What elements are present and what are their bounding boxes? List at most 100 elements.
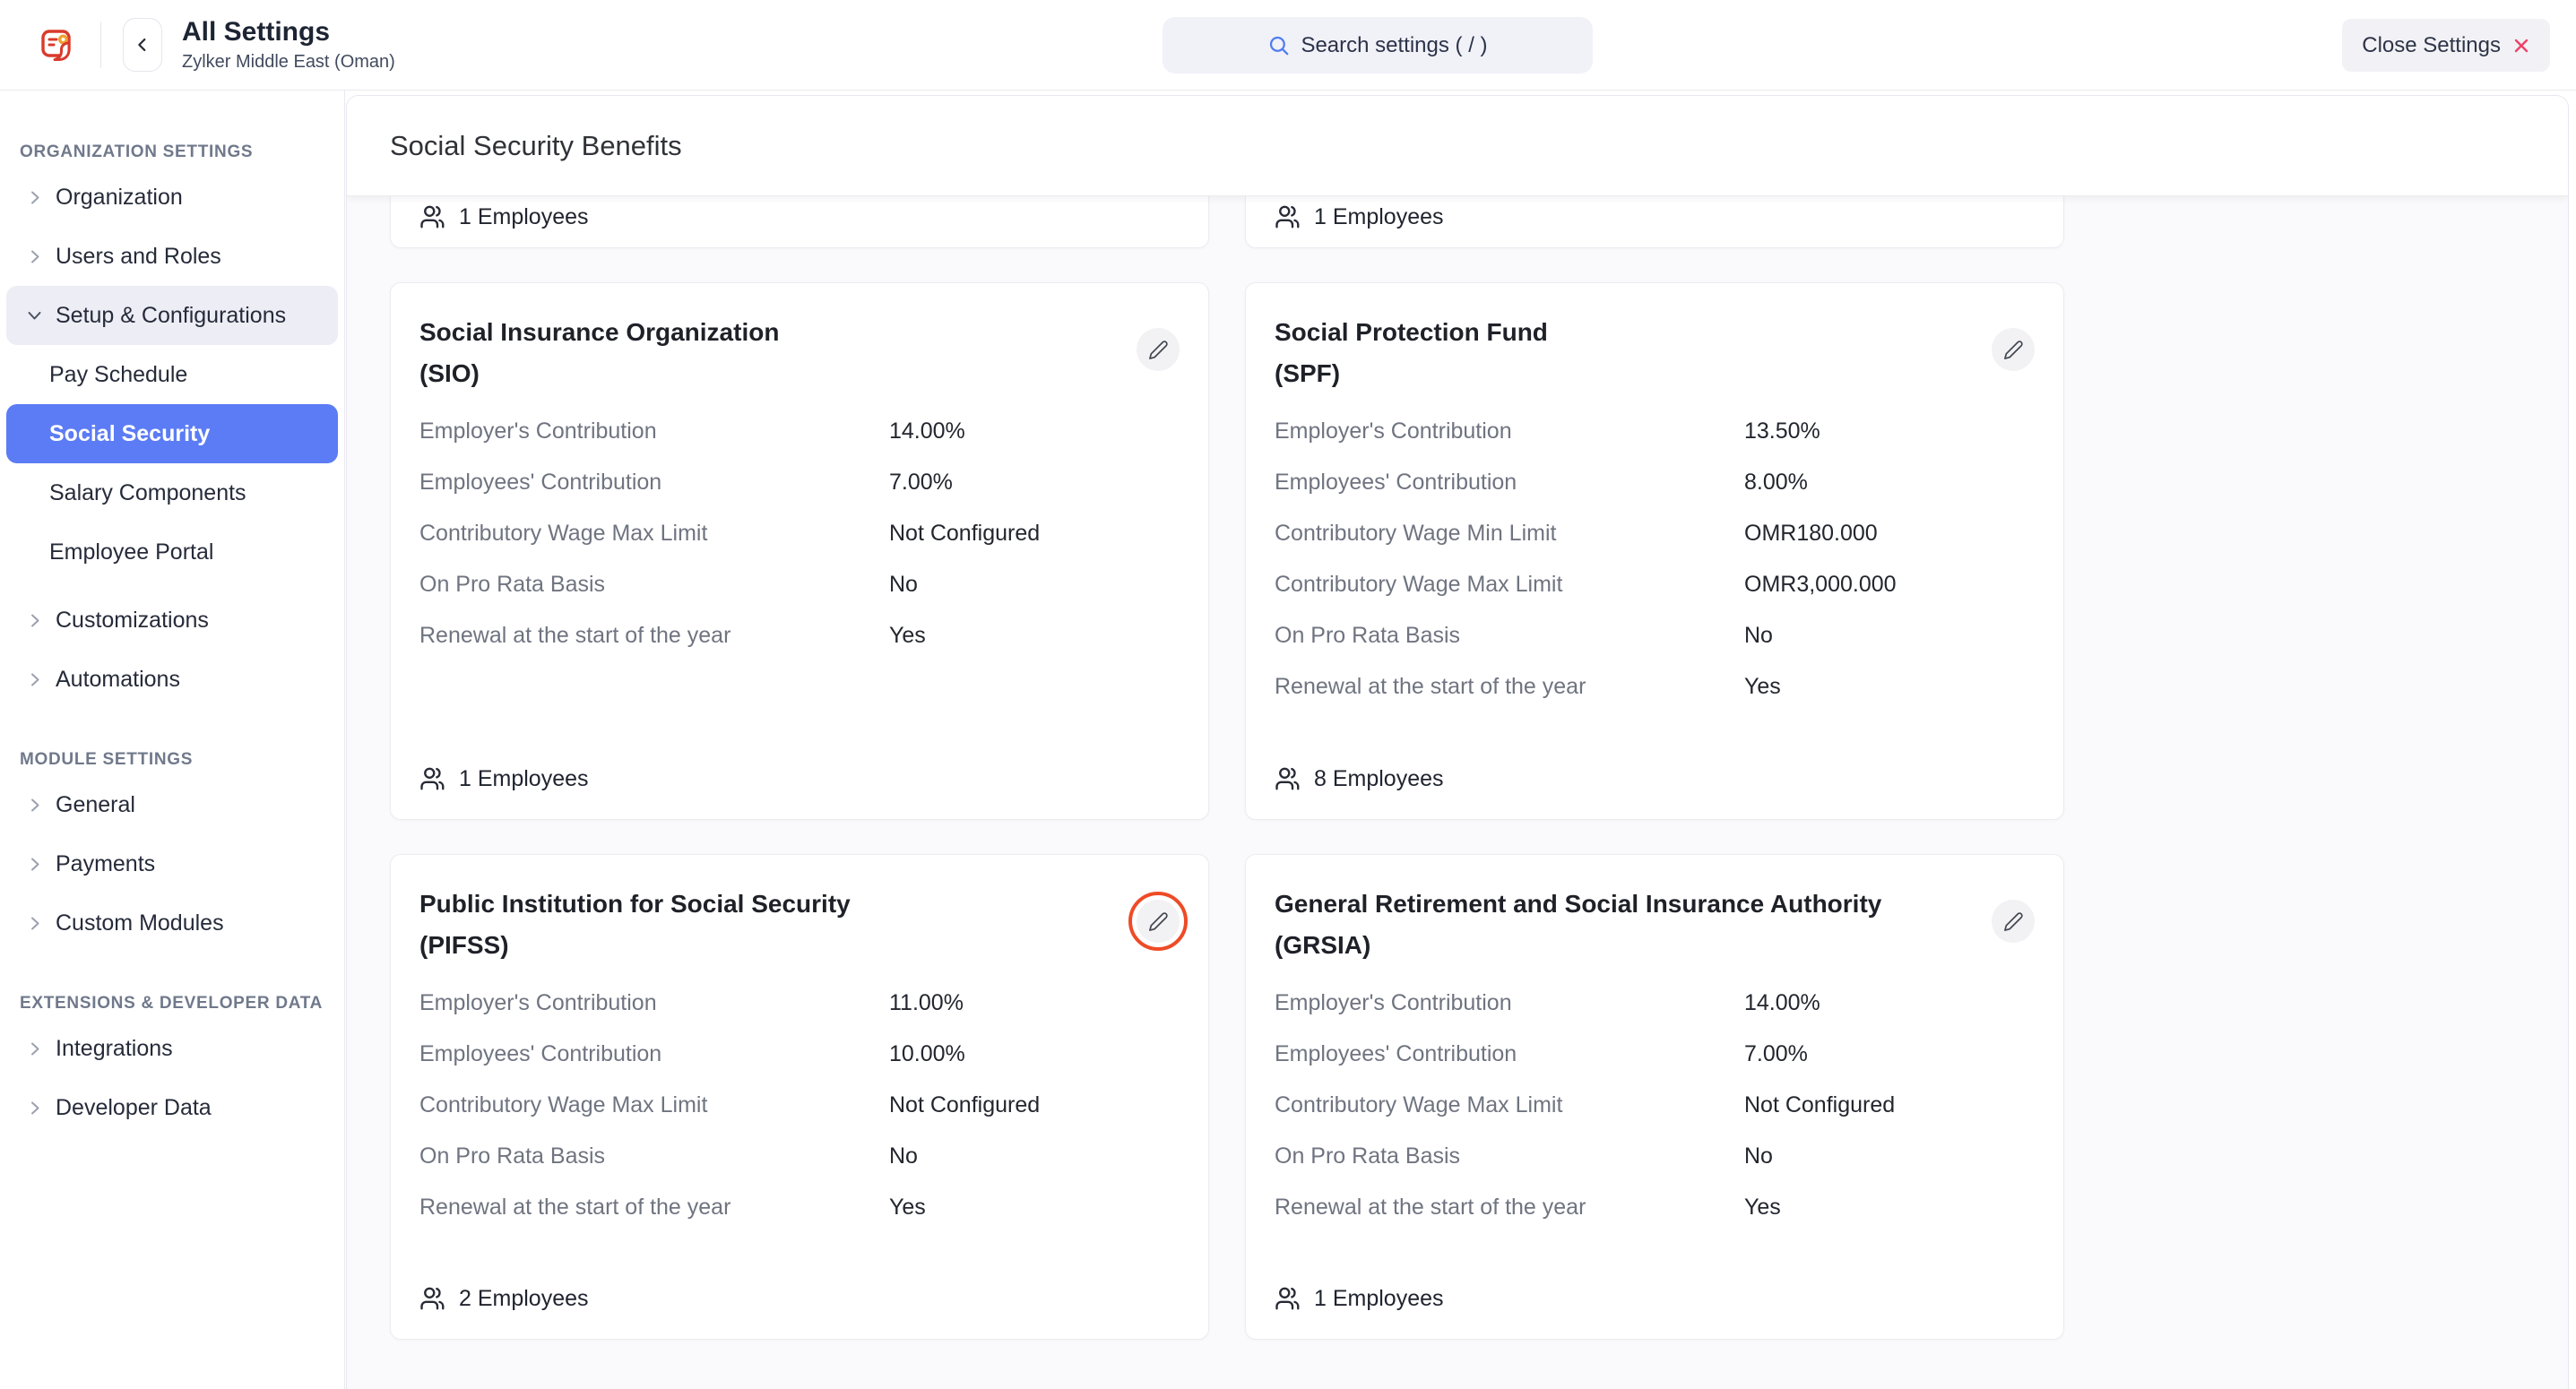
field-label: On Pro Rata Basis [419, 1143, 606, 1169]
benefit-card-partial: 1 Employees [1245, 196, 2064, 248]
sidebar-item-integrations[interactable]: Integrations [6, 1019, 338, 1078]
edit-spf-button[interactable] [1992, 328, 2035, 371]
benefit-card-grsia: General Retirement and Social Insurance … [1245, 854, 2064, 1340]
sidebar-item-pay-schedule[interactable]: Pay Schedule [6, 345, 338, 404]
sidebar-item-employee-portal[interactable]: Employee Portal [6, 522, 338, 582]
field-value: Not Configured [889, 521, 1041, 546]
field-value: Yes [889, 623, 926, 648]
employee-count: 1 Employees [1275, 1285, 2031, 1312]
field-value: No [889, 572, 918, 597]
field-value: OMR3,000.000 [1744, 572, 1897, 597]
sidebar-item-label: Organization [56, 184, 183, 210]
employee-count: 1 Employees [419, 765, 1176, 792]
sidebar-item-label: Users and Roles [56, 243, 221, 269]
field-label: Renewal at the start of the year [1275, 674, 1586, 699]
employee-count-label: 1 Employees [1314, 1285, 1444, 1311]
field-value: 8.00% [1744, 470, 1808, 495]
close-settings-button[interactable]: Close Settings [2342, 19, 2550, 72]
edit-pifss-button[interactable] [1128, 892, 1188, 951]
top-header: All Settings Zylker Middle East (Oman) S… [0, 0, 2576, 91]
benefit-card-title: Public Institution for Social Security (P… [419, 890, 851, 959]
field-label: Employees' Contribution [419, 1041, 662, 1066]
sidebar-item-customizations[interactable]: Customizations [6, 591, 338, 650]
employees-icon [1275, 1285, 1301, 1312]
field-label: Employer's Contribution [419, 990, 657, 1015]
field-label: Contributory Wage Max Limit [419, 1092, 708, 1117]
benefit-card-title: Social Insurance Organization (SIO) [419, 318, 780, 387]
sidebar-item-social-security[interactable]: Social Security [6, 404, 338, 463]
chevron-right-icon [26, 855, 56, 873]
sidebar-section-heading-extensions-developer-data: EXTENSIONS & DEVELOPER DATA [20, 994, 324, 1013]
employees-icon [1275, 203, 1301, 230]
benefit-fields: Employer's Contribution 13.50% Employees' … [1275, 419, 2031, 698]
field-value: No [889, 1143, 918, 1169]
sidebar-item-label: Social Security [49, 420, 211, 446]
header-titles: All Settings Zylker Middle East (Oman) [182, 17, 395, 73]
employee-count: 1 Employees [419, 203, 1176, 230]
employees-icon [419, 765, 446, 792]
sidebar-item-label: Automations [56, 666, 180, 692]
chevron-right-icon [26, 247, 56, 265]
row-renewal-at-the-start-of-the-year: Renewal at the start of the year Yes [419, 624, 1176, 647]
row-on-pro-rata-basis: On Pro Rata Basis No [1275, 1144, 2031, 1168]
field-label: Employees' Contribution [1275, 1041, 1517, 1066]
sidebar-item-organization[interactable]: Organization [6, 168, 338, 227]
pencil-icon [1148, 911, 1169, 932]
sidebar-item-label: Employee Portal [49, 539, 214, 565]
employee-count-label: 1 Employees [459, 765, 589, 791]
field-label: Employer's Contribution [1275, 990, 1512, 1015]
row-employer-s-contribution: Employer's Contribution 13.50% [1275, 419, 2031, 443]
search-settings-input[interactable]: Search settings ( / ) [1163, 17, 1593, 73]
cards-scroll-area[interactable]: 1 Employees 1 Employees Social Insurance O… [347, 196, 2568, 1389]
row-on-pro-rata-basis: On Pro Rata Basis No [419, 573, 1176, 596]
search-placeholder-text: Search settings ( / ) [1301, 32, 1488, 57]
sidebar-item-label: Developer Data [56, 1094, 212, 1120]
field-value: Not Configured [889, 1092, 1041, 1117]
employees-icon [1275, 765, 1301, 792]
benefit-card-pifss: Public Institution for Social Security (P… [390, 854, 1209, 1340]
benefit-card-sio: Social Insurance Organization (SIO) Employ… [390, 282, 1209, 820]
search-icon [1267, 34, 1291, 57]
pencil-icon [2003, 340, 2024, 360]
sidebar-section-heading-organization-settings: ORGANIZATION SETTINGS [20, 142, 254, 161]
row-employer-s-contribution: Employer's Contribution 14.00% [419, 419, 1176, 443]
employee-count-label: 8 Employees [1314, 765, 1444, 791]
row-contributory-wage-max-limit: Contributory Wage Max Limit Not Configure… [419, 522, 1176, 545]
field-label: Contributory Wage Max Limit [1275, 1092, 1563, 1117]
field-label: On Pro Rata Basis [1275, 623, 1461, 648]
organization-name: Zylker Middle East (Oman) [182, 52, 395, 72]
sidebar-item-general[interactable]: General [6, 775, 338, 834]
back-button[interactable] [123, 18, 162, 72]
chevron-right-icon [26, 1099, 56, 1117]
row-on-pro-rata-basis: On Pro Rata Basis No [419, 1144, 1176, 1168]
row-employer-s-contribution: Employer's Contribution 11.00% [419, 991, 1176, 1014]
edit-grsia-button[interactable] [1992, 900, 2035, 943]
sidebar-item-label: Salary Components [49, 479, 246, 505]
sidebar-item-automations[interactable]: Automations [6, 650, 338, 709]
row-contributory-wage-min-limit: Contributory Wage Min Limit OMR180.000 [1275, 522, 2031, 545]
benefit-card-title: Social Protection Fund (SPF) [1275, 318, 1548, 387]
field-value: Yes [1744, 674, 1781, 699]
sidebar-item-setup-configurations[interactable]: Setup & Configurations [6, 286, 338, 345]
close-settings-label: Close Settings [2362, 32, 2501, 57]
field-label: Employer's Contribution [419, 418, 657, 444]
field-value: 7.00% [1744, 1041, 1808, 1066]
row-renewal-at-the-start-of-the-year: Renewal at the start of the year Yes [1275, 1195, 2031, 1219]
benefit-card-partial: 1 Employees [390, 196, 1209, 248]
sidebar-item-custom-modules[interactable]: Custom Modules [6, 893, 338, 953]
field-value: 13.50% [1744, 418, 1820, 444]
field-value: Yes [889, 1195, 926, 1220]
field-label: Renewal at the start of the year [419, 1195, 731, 1220]
sidebar-item-users-and-roles[interactable]: Users and Roles [6, 227, 338, 286]
sidebar-item-salary-components[interactable]: Salary Components [6, 463, 338, 522]
header-divider [100, 22, 101, 68]
pencil-icon [1148, 340, 1169, 360]
all-settings-title: All Settings [182, 17, 331, 47]
employees-icon [419, 1285, 446, 1312]
benefit-card-title: General Retirement and Social Insurance … [1275, 890, 1882, 959]
payroll-app-logo-icon [38, 23, 81, 66]
sidebar-item-developer-data[interactable]: Developer Data [6, 1078, 338, 1137]
sidebar-item-payments[interactable]: Payments [6, 834, 338, 893]
edit-sio-button[interactable] [1137, 328, 1180, 371]
sidebar-item-label: Pay Schedule [49, 361, 188, 387]
